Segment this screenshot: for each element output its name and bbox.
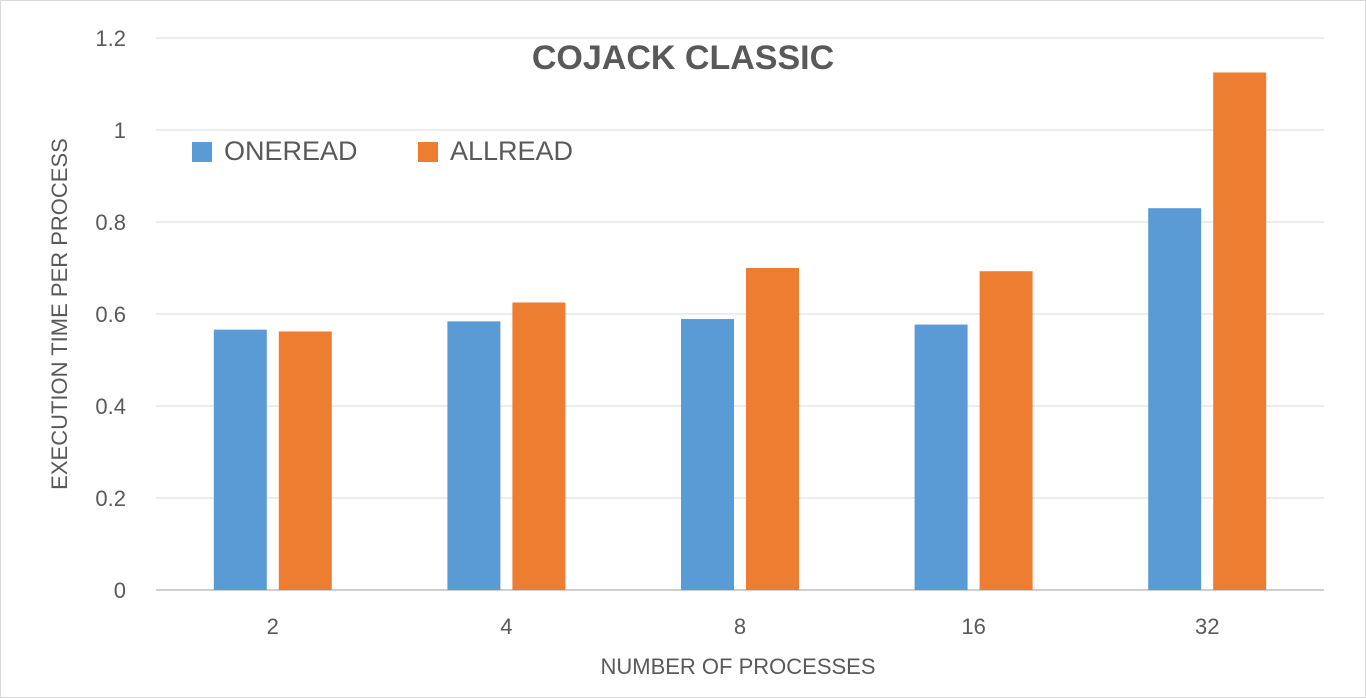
x-tick-label: 16: [961, 614, 985, 639]
x-tick-label: 2: [267, 614, 279, 639]
y-tick-label: 0.8: [95, 210, 126, 235]
x-tick-labels: 2 4 8 16 32: [267, 614, 1220, 639]
bar-oneread-32: [1148, 208, 1202, 590]
y-tick-label: 0.4: [95, 394, 126, 419]
gridlines: [156, 37, 1324, 591]
bar-allread-16: [979, 271, 1033, 590]
x-axis-title: NUMBER OF PROCESSES: [600, 654, 875, 679]
bar-allread-2: [278, 331, 332, 590]
bar-allread-8: [746, 268, 799, 590]
bar-oneread-4: [447, 321, 501, 590]
legend-swatch-oneread: [192, 142, 212, 162]
bar-oneread-2: [213, 329, 267, 590]
bars: [213, 72, 1267, 590]
bar-oneread-16: [914, 324, 968, 590]
x-tick-label: 8: [734, 614, 746, 639]
y-tick-label: 0.2: [95, 486, 126, 511]
y-tick-label: 0: [114, 578, 126, 603]
x-tick-label: 4: [500, 614, 512, 639]
bar-allread-4: [512, 302, 566, 590]
legend: ONEREAD ALLREAD: [192, 136, 573, 166]
y-axis-title: EXECUTION TIME PER PROCESS: [47, 138, 72, 490]
chart-title: COJACK CLASSIC: [532, 39, 834, 77]
bar-oneread-8: [681, 319, 734, 590]
y-tick-label: 1.2: [95, 26, 126, 51]
y-tick-label: 0.6: [95, 302, 126, 327]
legend-label-oneread: ONEREAD: [224, 136, 358, 166]
bar-allread-32: [1213, 72, 1267, 590]
legend-label-allread: ALLREAD: [450, 136, 573, 166]
x-tick-label: 32: [1195, 614, 1219, 639]
y-tick-label: 1: [114, 118, 126, 143]
y-tick-labels: 0 0.2 0.4 0.6 0.8 1 1.2: [95, 26, 126, 603]
legend-swatch-allread: [418, 142, 438, 162]
